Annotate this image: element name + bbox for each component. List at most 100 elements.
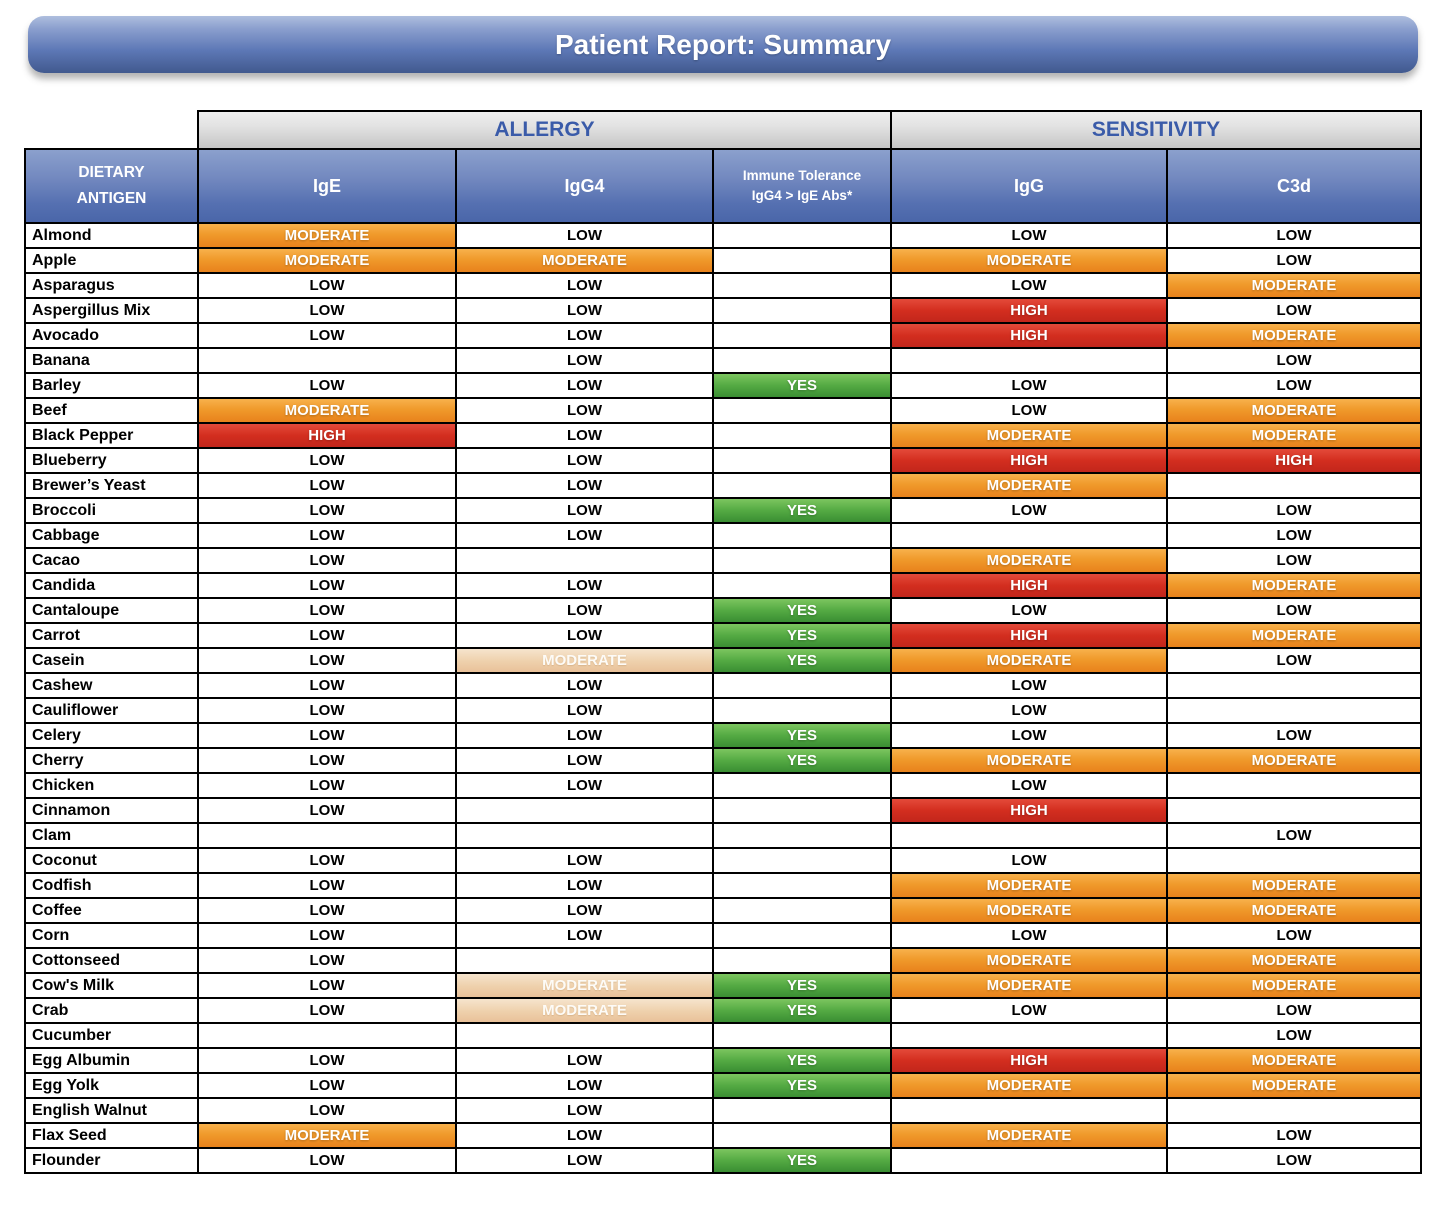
value-cell-igg4: LOW: [455, 1122, 714, 1149]
value-cell-ige: LOW: [197, 272, 457, 299]
value-cell-tolerance: [712, 397, 892, 424]
value-cell-ige: LOW: [197, 447, 457, 474]
value-cell-c3d: LOW: [1166, 997, 1422, 1024]
page-title-text: Patient Report: Summary: [554, 28, 892, 60]
antigen-cell: Brewer’s Yeast: [24, 472, 199, 499]
value-cell-c3d: MODERATE: [1166, 272, 1422, 299]
column-header-igg4: IgG4: [455, 148, 714, 224]
antigen-cell: Cow's Milk: [24, 972, 199, 999]
antigen-cell: Cottonseed: [24, 947, 199, 974]
antigen-cell: Cacao: [24, 547, 199, 574]
value-cell-c3d: LOW: [1166, 547, 1422, 574]
value-cell-igg: [890, 522, 1168, 549]
group-header-row: ALLERGY SENSITIVITY: [25, 110, 1422, 150]
value-cell-ige: LOW: [197, 672, 457, 699]
antigen-cell: Egg Yolk: [24, 1072, 199, 1099]
value-cell-igg4: LOW: [455, 747, 714, 774]
table-row: Flounder LOW LOW YES LOW: [24, 1147, 1422, 1174]
value-cell-igg: LOW: [890, 722, 1168, 749]
value-cell-ige: HIGH: [197, 422, 457, 449]
dietary-antigen-header: DIETARY ANTIGEN: [24, 148, 199, 224]
value-cell-ige: LOW: [197, 372, 457, 399]
value-cell-tolerance: [712, 322, 892, 349]
value-cell-igg4: LOW: [455, 272, 714, 299]
antigen-cell: Black Pepper: [24, 422, 199, 449]
antigen-cell: Banana: [24, 347, 199, 374]
value-cell-tolerance: YES: [712, 497, 892, 524]
value-cell-igg4: LOW: [455, 397, 714, 424]
value-cell-tolerance: YES: [712, 972, 892, 999]
value-cell-ige: LOW: [197, 1147, 457, 1174]
value-cell-ige: LOW: [197, 1097, 457, 1124]
value-cell-igg4: [455, 947, 714, 974]
value-cell-c3d: MODERATE: [1166, 1047, 1422, 1074]
summary-table-container: ALLERGY SENSITIVITY DIETARY ANTIGEN IgE …: [24, 110, 1422, 1174]
antigen-cell: Crab: [24, 997, 199, 1024]
value-cell-c3d: HIGH: [1166, 447, 1422, 474]
value-cell-igg: MODERATE: [890, 472, 1168, 499]
value-cell-igg4: LOW: [455, 372, 714, 399]
table-row: Avocado LOW LOW HIGH MODERATE: [24, 322, 1422, 349]
table-row: Flax Seed MODERATE LOW MODERATE LOW: [24, 1122, 1422, 1149]
value-cell-igg: LOW: [890, 372, 1168, 399]
value-cell-c3d: [1166, 672, 1422, 699]
allergy-group-header: ALLERGY: [197, 110, 892, 150]
value-cell-ige: LOW: [197, 647, 457, 674]
value-cell-igg4: LOW: [455, 672, 714, 699]
value-cell-igg4: MODERATE: [455, 997, 714, 1024]
table-row: Almond MODERATE LOW LOW LOW: [24, 222, 1422, 249]
value-cell-igg: LOW: [890, 222, 1168, 249]
value-cell-tolerance: [712, 797, 892, 824]
table-row: Cucumber LOW: [24, 1022, 1422, 1049]
value-cell-igg4: LOW: [455, 897, 714, 924]
value-cell-igg: LOW: [890, 847, 1168, 874]
value-cell-c3d: [1166, 772, 1422, 799]
table-row: Brewer’s Yeast LOW LOW MODERATE: [24, 472, 1422, 499]
antigen-cell: Corn: [24, 922, 199, 949]
table-row: Codfish LOW LOW MODERATE MODERATE: [24, 872, 1422, 899]
value-cell-tolerance: [712, 522, 892, 549]
value-cell-tolerance: YES: [712, 1147, 892, 1174]
value-cell-c3d: [1166, 797, 1422, 824]
antigen-cell: Almond: [24, 222, 199, 249]
value-cell-c3d: LOW: [1166, 247, 1422, 274]
table-row: Carrot LOW LOW YES HIGH MODERATE: [24, 622, 1422, 649]
value-cell-igg: MODERATE: [890, 972, 1168, 999]
table-row: Cherry LOW LOW YES MODERATE MODERATE: [24, 747, 1422, 774]
value-cell-igg4: LOW: [455, 872, 714, 899]
value-cell-c3d: LOW: [1166, 647, 1422, 674]
value-cell-ige: LOW: [197, 1047, 457, 1074]
value-cell-igg: MODERATE: [890, 647, 1168, 674]
value-cell-tolerance: [712, 822, 892, 849]
value-cell-ige: MODERATE: [197, 397, 457, 424]
table-row: Casein LOW MODERATE YES MODERATE LOW: [24, 647, 1422, 674]
table-row: Broccoli LOW LOW YES LOW LOW: [24, 497, 1422, 524]
value-cell-tolerance: [712, 347, 892, 374]
table-row: Corn LOW LOW LOW LOW: [24, 922, 1422, 949]
value-cell-igg4: LOW: [455, 1097, 714, 1124]
value-cell-ige: MODERATE: [197, 1122, 457, 1149]
value-cell-igg4: LOW: [455, 1072, 714, 1099]
antigen-cell: Asparagus: [24, 272, 199, 299]
value-cell-ige: MODERATE: [197, 222, 457, 249]
value-cell-igg: MODERATE: [890, 747, 1168, 774]
antigen-cell: Cinnamon: [24, 797, 199, 824]
table-row: Asparagus LOW LOW LOW MODERATE: [24, 272, 1422, 299]
value-cell-ige: LOW: [197, 922, 457, 949]
value-cell-ige: [197, 1022, 457, 1049]
page-title: Patient Report: Summary: [28, 16, 1418, 73]
antigen-cell: Celery: [24, 722, 199, 749]
value-cell-c3d: [1166, 697, 1422, 724]
value-cell-igg: [890, 1097, 1168, 1124]
dietary-antigen-header-line2: ANTIGEN: [76, 190, 147, 207]
table-row: Cinnamon LOW HIGH: [24, 797, 1422, 824]
table-row: Cow's Milk LOW MODERATE YES MODERATE MODERATE: [24, 972, 1422, 999]
value-cell-ige: LOW: [197, 497, 457, 524]
value-cell-tolerance: [712, 672, 892, 699]
value-cell-tolerance: YES: [712, 372, 892, 399]
value-cell-igg4: LOW: [455, 1147, 714, 1174]
value-cell-c3d: MODERATE: [1166, 572, 1422, 599]
value-cell-c3d: MODERATE: [1166, 897, 1422, 924]
value-cell-igg: LOW: [890, 697, 1168, 724]
value-cell-ige: LOW: [197, 897, 457, 924]
